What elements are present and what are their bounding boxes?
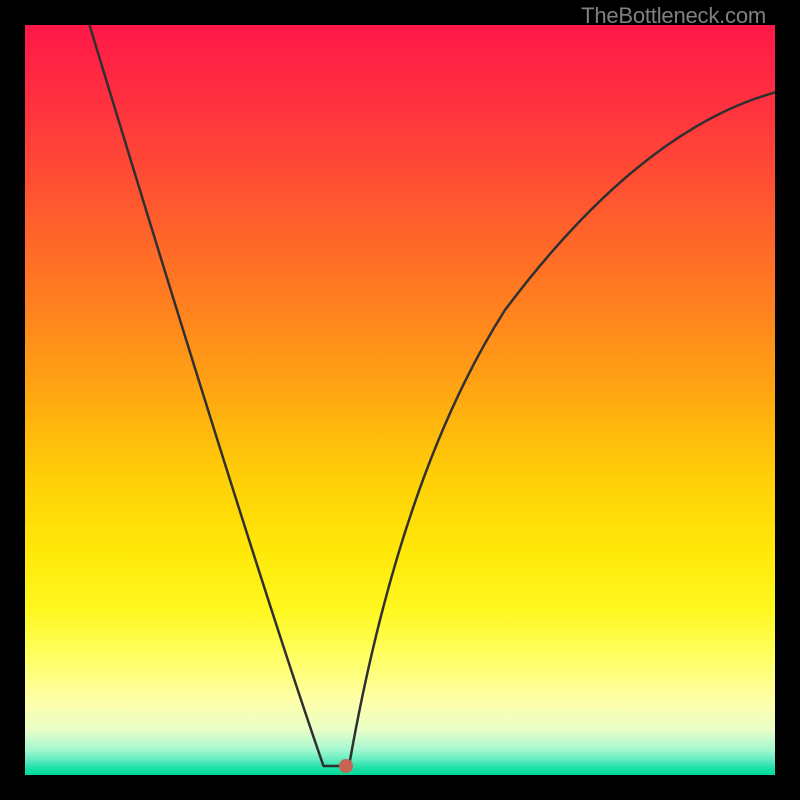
chart-plot-area <box>25 25 775 775</box>
optimal-point-marker <box>339 759 353 773</box>
watermark-text: TheBottleneck.com <box>581 3 766 29</box>
gradient-background <box>25 25 775 775</box>
